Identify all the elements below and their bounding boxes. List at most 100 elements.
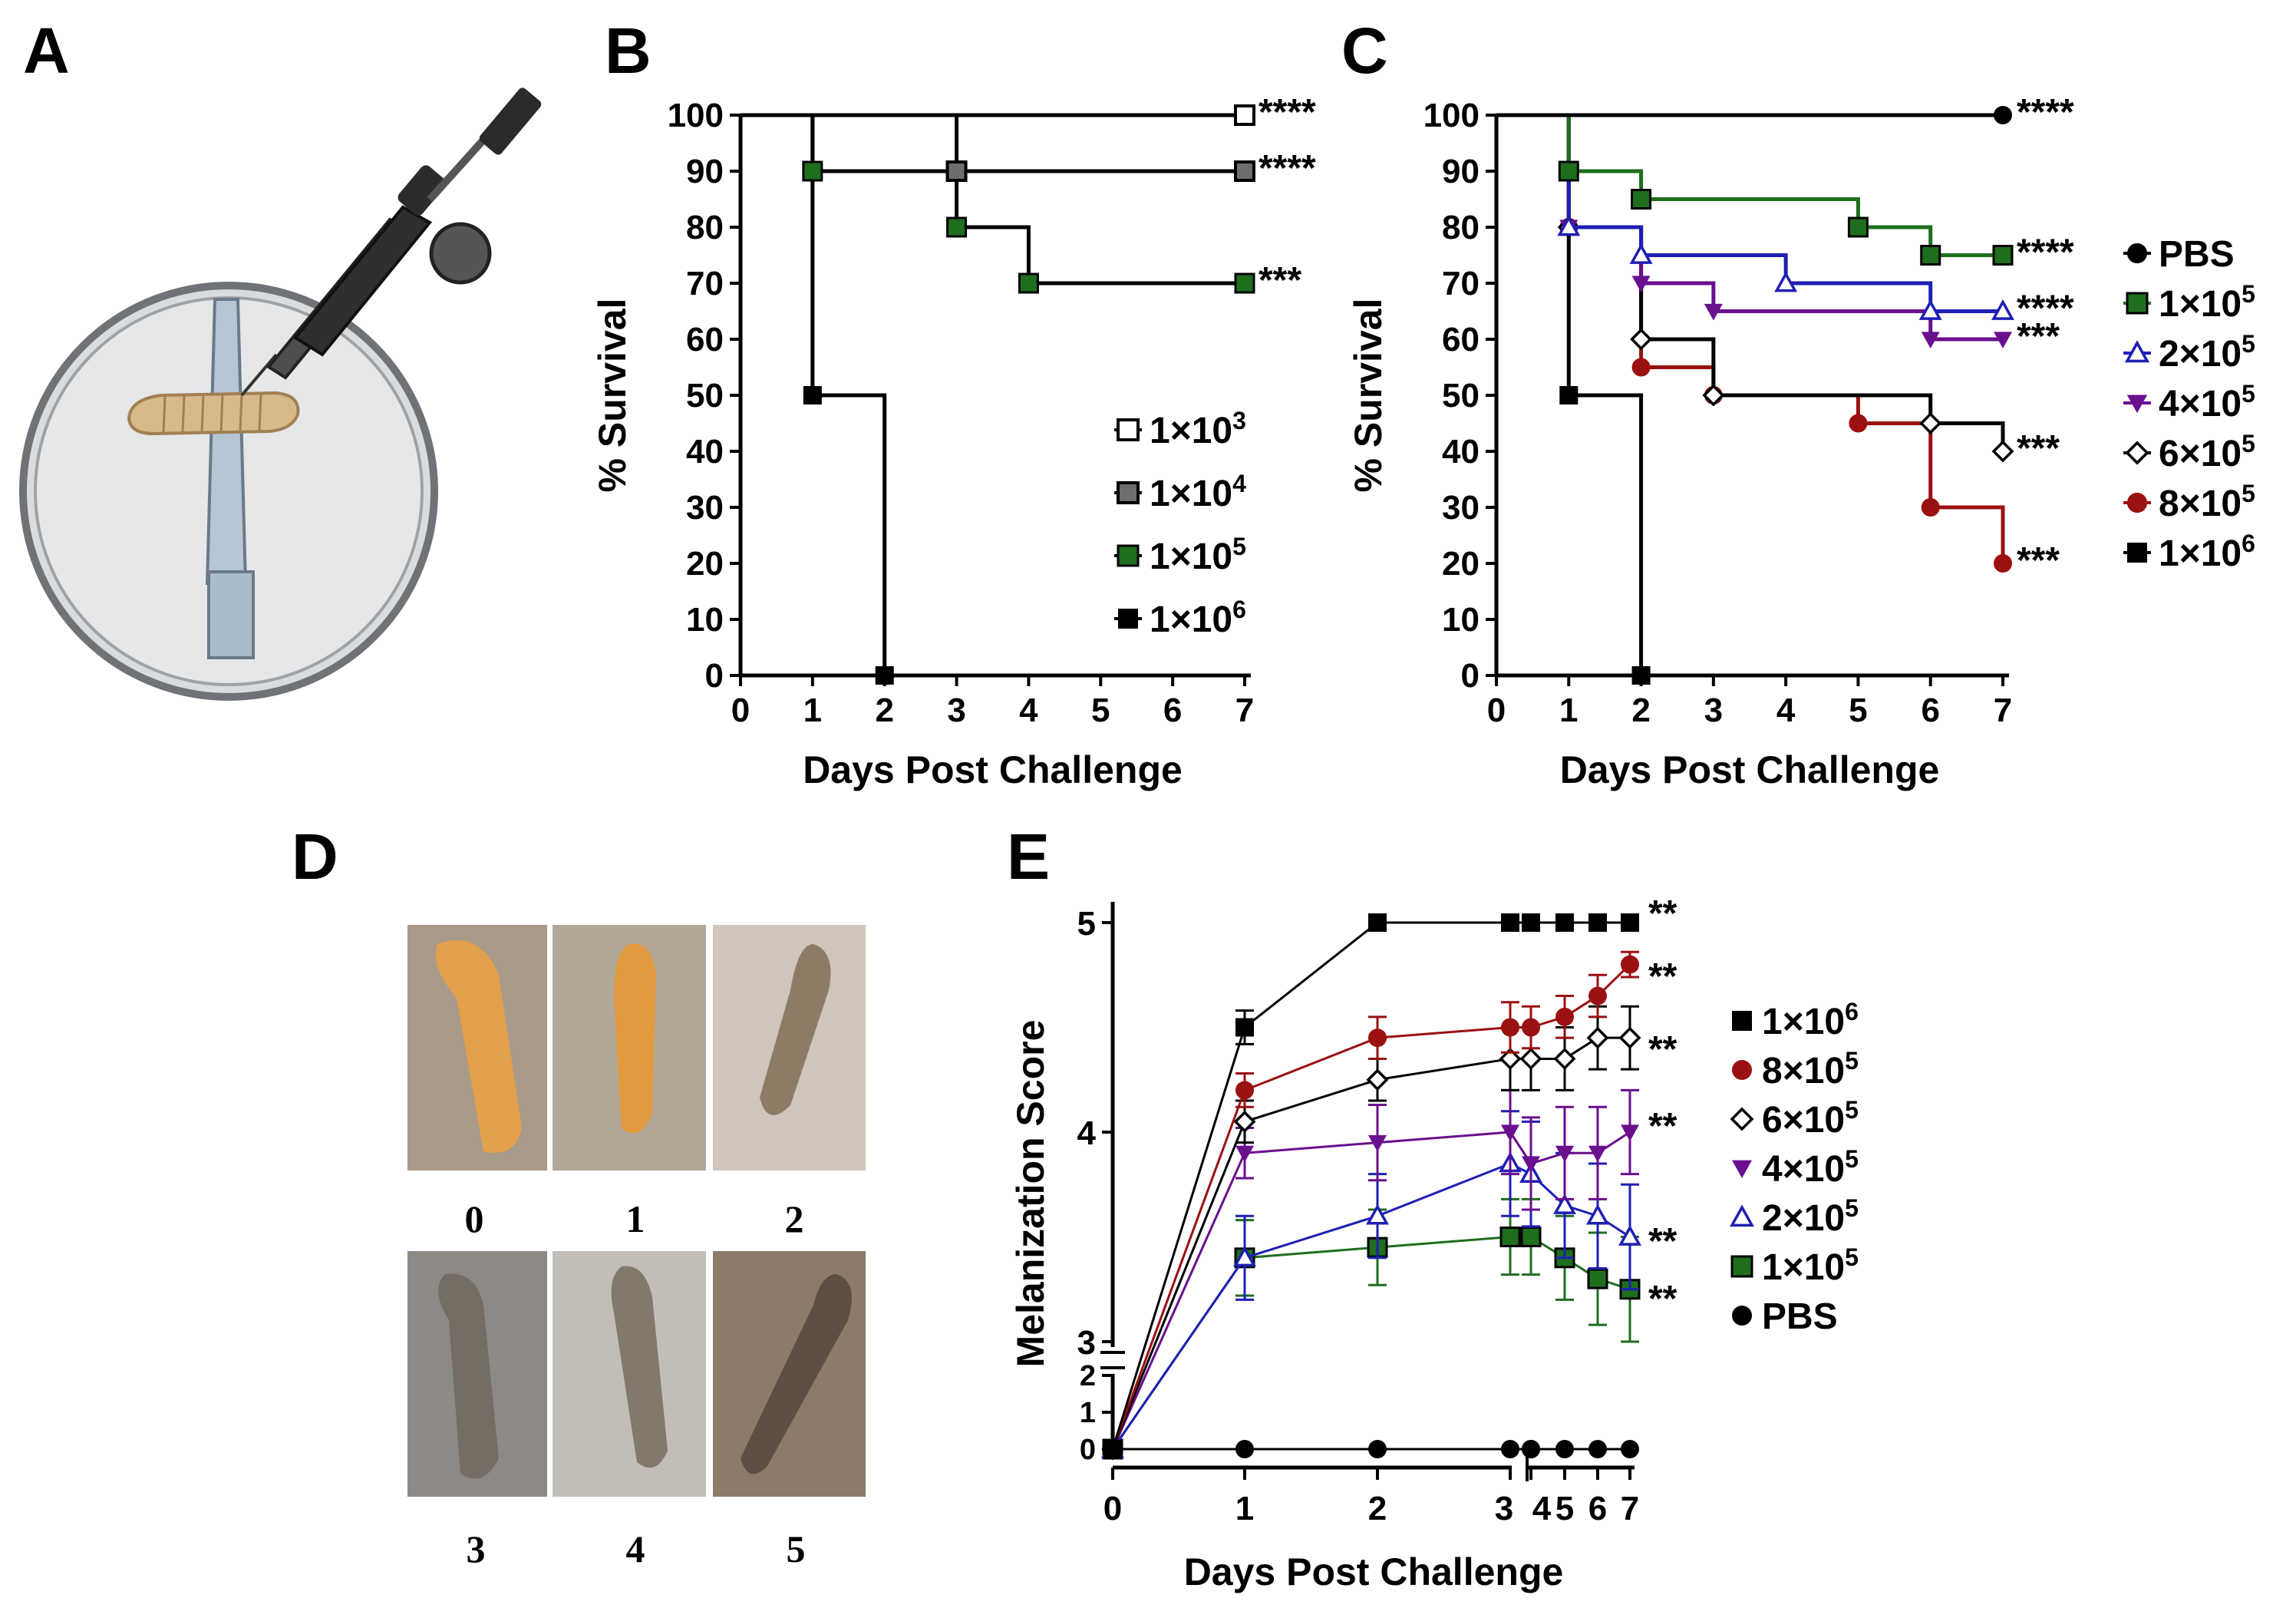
- data-point: [1234, 104, 1255, 126]
- data-point: [1501, 1018, 1519, 1037]
- score-label-0: 0: [465, 1197, 484, 1240]
- data-point: [1774, 271, 1798, 292]
- legend-marker: [1730, 1204, 1754, 1227]
- legend-marker: [1732, 1160, 1752, 1178]
- data-point: [1618, 1224, 1641, 1246]
- data-point: [946, 216, 968, 238]
- data-point: [1621, 1124, 1639, 1141]
- legend-label: PBS: [2159, 234, 2235, 275]
- legend-label: 1×105: [2159, 280, 2255, 325]
- data-point: [1618, 1026, 1641, 1049]
- data-point: [803, 386, 822, 404]
- x-tick-label: 1: [1235, 1490, 1254, 1527]
- legend-marker: [2127, 243, 2147, 263]
- data-point: [875, 666, 894, 685]
- larva-photo-4: [611, 1266, 668, 1468]
- x-tick-label: 7: [1621, 1490, 1639, 1527]
- x-axis-title: Days Post Challenge: [803, 748, 1183, 791]
- data-point: [1235, 1081, 1254, 1100]
- y-axis-title: % Survival: [1347, 299, 1390, 493]
- data-point: [1553, 1047, 1576, 1070]
- data-point: [1920, 245, 1941, 266]
- larva-photo-2: [760, 944, 831, 1115]
- data-point: [1921, 498, 1940, 517]
- data-point: [802, 160, 823, 182]
- series-line: [1111, 1236, 1631, 1450]
- data-point: [1555, 1145, 1574, 1163]
- y-tick-label: 0: [705, 657, 724, 695]
- legend-label-base: 1×10: [1150, 537, 1232, 577]
- y-tick-label: 90: [686, 153, 724, 190]
- data-point: [1499, 1047, 1522, 1070]
- x-tick-label: 5: [1849, 692, 1867, 729]
- legend-label-exp: 3: [1232, 407, 1246, 434]
- legend-label: 8×105: [1762, 1047, 1859, 1091]
- data-point: [1501, 1440, 1519, 1458]
- legend-label: 1×106: [1150, 596, 1246, 640]
- data-point: [1233, 1110, 1256, 1133]
- significance-label: ***: [1259, 260, 1301, 301]
- significance-label: **: [1648, 1221, 1677, 1262]
- score-label-5: 5: [787, 1527, 806, 1570]
- significance-label: ***: [2017, 316, 2060, 357]
- data-point: [1555, 1007, 1574, 1026]
- y-tick-label: 20: [1442, 545, 1480, 583]
- legend-marker: [1117, 544, 1140, 567]
- y-axis-title: Melanization Score: [1009, 1020, 1052, 1368]
- data-point: [1919, 412, 1942, 434]
- pipette-tip-icon: [205, 298, 248, 585]
- data-point: [945, 160, 968, 182]
- legend-label-exp: 5: [1845, 1243, 1859, 1271]
- injection-illustration: [19, 87, 542, 701]
- x-tick-label: 2: [1631, 692, 1650, 729]
- y-tick-label: 70: [1442, 265, 1480, 302]
- data-point: [1235, 1440, 1254, 1458]
- legend-label-exp: 5: [1845, 1047, 1859, 1075]
- legend-label: 2×105: [2159, 330, 2255, 375]
- y-tick-label: 30: [686, 489, 724, 527]
- data-point: [1631, 358, 1651, 377]
- y-tick-label: 50: [686, 377, 724, 414]
- y-tick-label: 50: [1442, 377, 1480, 414]
- data-point: [1368, 1440, 1387, 1458]
- y-tick-label: 3: [1077, 1324, 1096, 1362]
- data-point: [1018, 272, 1039, 294]
- legend-label-base: 6×10: [1762, 1100, 1845, 1141]
- legend-label-base: 1×10: [1150, 411, 1232, 451]
- data-point: [1235, 1145, 1254, 1163]
- data-point: [1631, 276, 1651, 292]
- legend-label-exp: 5: [1845, 1096, 1859, 1124]
- legend-label-base: 8×10: [2159, 484, 2242, 524]
- y-tick-label: 30: [1442, 489, 1480, 527]
- legend-label: 1×105: [1762, 1243, 1859, 1288]
- y-tick-label: 80: [1442, 209, 1480, 246]
- photo-score-2: [713, 925, 866, 1171]
- legend-marker: [2127, 493, 2147, 513]
- x-tick-label: 5: [1091, 692, 1110, 729]
- score-label-4: 4: [626, 1527, 645, 1570]
- significance-label: **: [1648, 1106, 1677, 1147]
- legend-label-exp: 5: [2242, 380, 2255, 408]
- x-tick-label: 1: [1559, 692, 1578, 729]
- legend-label-base: 1×10: [1150, 599, 1232, 640]
- data-point: [1588, 913, 1607, 932]
- series-line: [1111, 1162, 1631, 1450]
- legend-marker: [2126, 292, 2149, 315]
- y-tick-label: 90: [1442, 153, 1480, 190]
- x-tick-label: 6: [1921, 692, 1939, 729]
- data-point: [1630, 328, 1653, 351]
- larva-icon: [127, 391, 300, 436]
- photo-score-0: [407, 925, 547, 1171]
- legend-label-base: 1×10: [1762, 1247, 1845, 1288]
- data-point: [1234, 272, 1255, 294]
- y-tick-label: 1: [1080, 1397, 1096, 1429]
- x-axis-title: Days Post Challenge: [1560, 748, 1940, 791]
- y-tick-label: 80: [686, 209, 724, 246]
- x-axis-title: Days Post Challenge: [1184, 1550, 1564, 1593]
- significance-label: ****: [2017, 92, 2074, 133]
- x-tick-label: 0: [1103, 1490, 1122, 1527]
- x-tick-label: 4: [1019, 692, 1038, 729]
- melanization-score-photos: 0 1 2 3 4 5: [407, 925, 866, 1570]
- significance-label: ****: [1259, 148, 1316, 189]
- legend-label-base: 8×10: [1762, 1051, 1845, 1091]
